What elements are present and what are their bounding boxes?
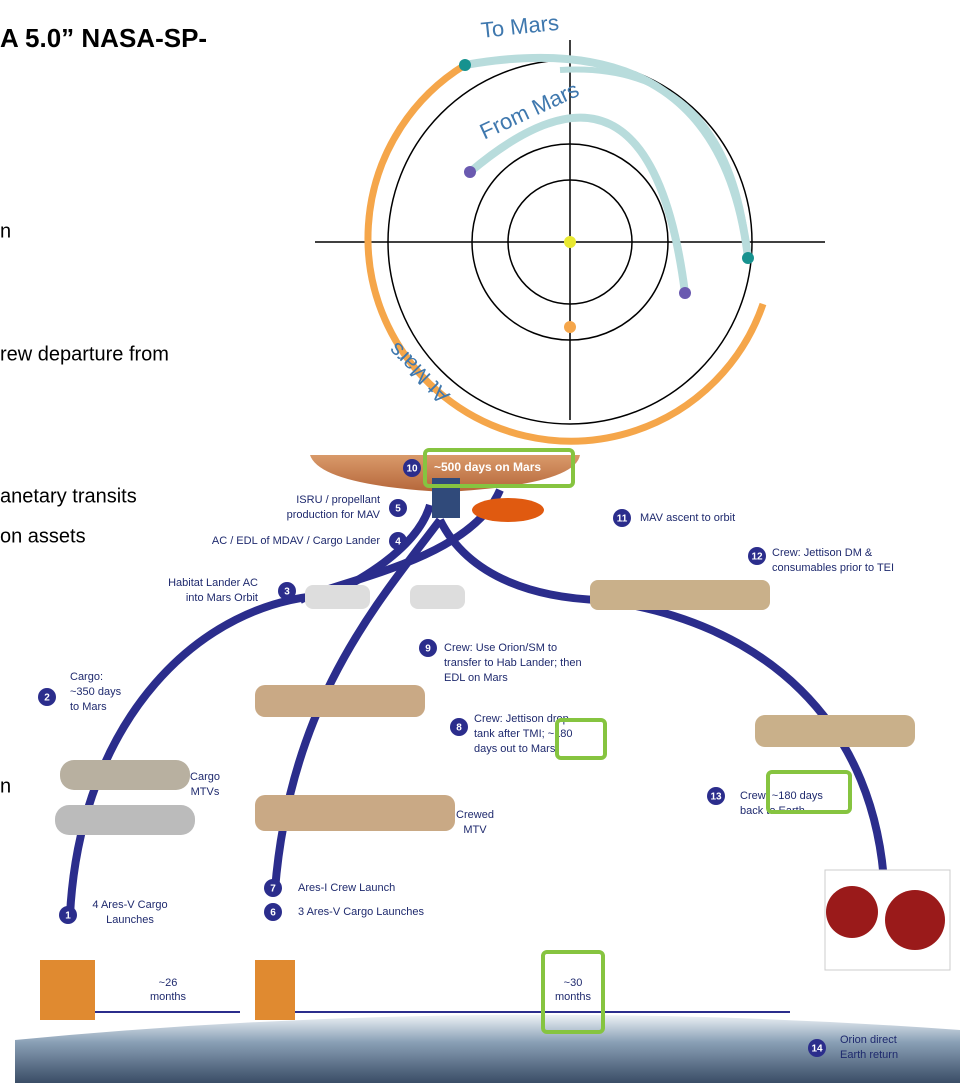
- step-number: 14: [811, 1044, 823, 1055]
- step-number: 12: [751, 552, 763, 563]
- step-label: to Mars: [70, 701, 107, 713]
- step-label: Crew: Jettison DM &: [772, 547, 873, 559]
- step-number: 7: [270, 884, 276, 895]
- step-label: Earth return: [840, 1049, 898, 1061]
- vehicle-label: Cargo: [190, 771, 220, 783]
- duration-label: months: [555, 991, 592, 1003]
- duration-label: ~30: [564, 977, 583, 989]
- step-label: Ares-I Crew Launch: [298, 882, 395, 894]
- step-label: ISRU / propellant: [296, 494, 380, 506]
- step-number: 4: [395, 537, 401, 548]
- step-number: 1: [65, 911, 71, 922]
- step-label: Orion direct: [840, 1034, 897, 1046]
- vehicle-label: MTVs: [191, 786, 220, 798]
- step-label: consumables prior to TEI: [772, 562, 894, 574]
- step-number: 13: [710, 792, 722, 803]
- step-label: MAV ascent to orbit: [640, 512, 735, 524]
- side-text: anetary transits: [0, 485, 137, 507]
- step-label: ~350 days: [70, 686, 122, 698]
- step-label: ~500 days on Mars: [434, 460, 541, 474]
- step-label: Crew: Use Orion/SM to: [444, 642, 557, 654]
- step-number: 10: [406, 464, 418, 475]
- step-label: EDL on Mars: [444, 672, 508, 684]
- step-label: Crew: ~180 days: [740, 790, 823, 802]
- duration-label: ~26: [159, 977, 178, 989]
- step-label: Habitat Lander AC: [168, 577, 258, 589]
- slide: A 5.0” NASA-SP- To Mars From Mars At Mar…: [0, 0, 967, 1083]
- side-text: n: [0, 775, 11, 797]
- step-label: Launches: [106, 914, 154, 926]
- step-label: into Mars Orbit: [186, 592, 258, 604]
- step-label: Cargo:: [70, 671, 103, 683]
- side-text: rew departure from: [0, 343, 169, 365]
- step-label: production for MAV: [287, 509, 381, 521]
- step-number: 8: [456, 723, 462, 734]
- side-text: on assets: [0, 525, 86, 547]
- step-number: 9: [425, 644, 431, 655]
- vehicle-label: MTV: [463, 824, 487, 836]
- step-number: 11: [617, 514, 628, 525]
- duration-label: months: [150, 991, 187, 1003]
- step-label: 4 Ares-V Cargo: [92, 899, 167, 911]
- step-label: AC / EDL of MDAV / Cargo Lander: [212, 535, 380, 547]
- step-label: Crew: Jettison drop: [474, 713, 569, 725]
- step-label: 3 Ares-V Cargo Launches: [298, 906, 424, 918]
- step-number: 5: [395, 504, 401, 515]
- step-number: 6: [270, 908, 276, 919]
- step-label: days out to Mars: [474, 743, 556, 755]
- side-text: n: [0, 220, 11, 242]
- to-mars-label: To Mars: [480, 10, 560, 43]
- step-label: transfer to Hab Lander; then: [444, 657, 582, 669]
- step-number: 3: [284, 587, 290, 598]
- title: A 5.0” NASA-SP-: [0, 23, 207, 53]
- step-number: 2: [44, 693, 50, 704]
- vehicle-label: Crewed: [456, 809, 494, 821]
